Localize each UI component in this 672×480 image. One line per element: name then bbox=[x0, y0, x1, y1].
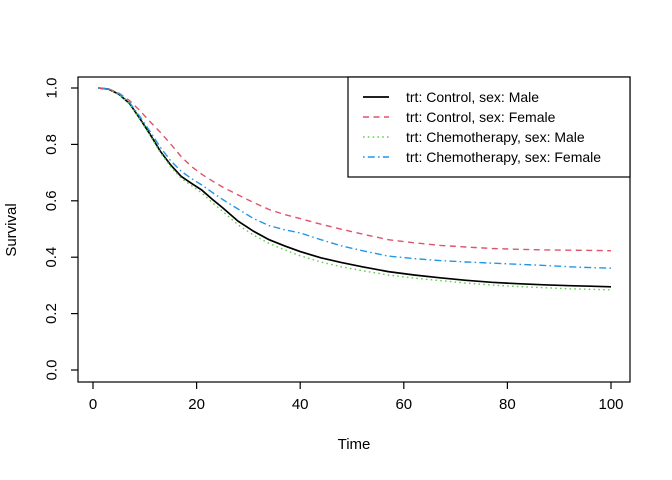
legend-box bbox=[347, 76, 631, 178]
x-tick-label: 0 bbox=[89, 396, 97, 413]
y-tick-label: 0.4 bbox=[43, 247, 60, 268]
legend-label: trt: Chemotherapy, sex: Male bbox=[406, 129, 585, 145]
y-tick-label: 0.8 bbox=[43, 134, 60, 155]
legend-label: trt: Chemotherapy, sex: Female bbox=[406, 149, 601, 165]
x-tick-label: 100 bbox=[598, 396, 623, 413]
x-axis-ticks: 0 20 40 60 80 100 bbox=[89, 382, 624, 413]
survival-curve-3 bbox=[98, 87, 612, 269]
x-axis-title: Time bbox=[338, 436, 371, 453]
x-tick-label: 60 bbox=[395, 396, 412, 413]
x-tick-label: 40 bbox=[292, 396, 309, 413]
y-tick-label: 1.0 bbox=[43, 78, 60, 99]
legend-label: trt: Control, sex: Male bbox=[406, 89, 539, 105]
x-tick-label: 80 bbox=[499, 396, 516, 413]
legend: trt: Control, sex: Male trt: Control, sex… bbox=[347, 76, 631, 178]
survival-curve-1 bbox=[98, 87, 612, 252]
y-axis-title: Survival bbox=[3, 203, 20, 256]
y-tick-label: 0.0 bbox=[43, 360, 60, 381]
y-tick-label: 0.2 bbox=[43, 303, 60, 324]
x-tick-label: 20 bbox=[188, 396, 205, 413]
y-axis-ticks: 0.0 0.2 0.4 0.6 0.8 1.0 bbox=[43, 78, 78, 381]
y-tick-label: 0.6 bbox=[43, 190, 60, 211]
legend-label: trt: Control, sex: Female bbox=[406, 109, 556, 125]
survival-curves bbox=[98, 87, 612, 291]
